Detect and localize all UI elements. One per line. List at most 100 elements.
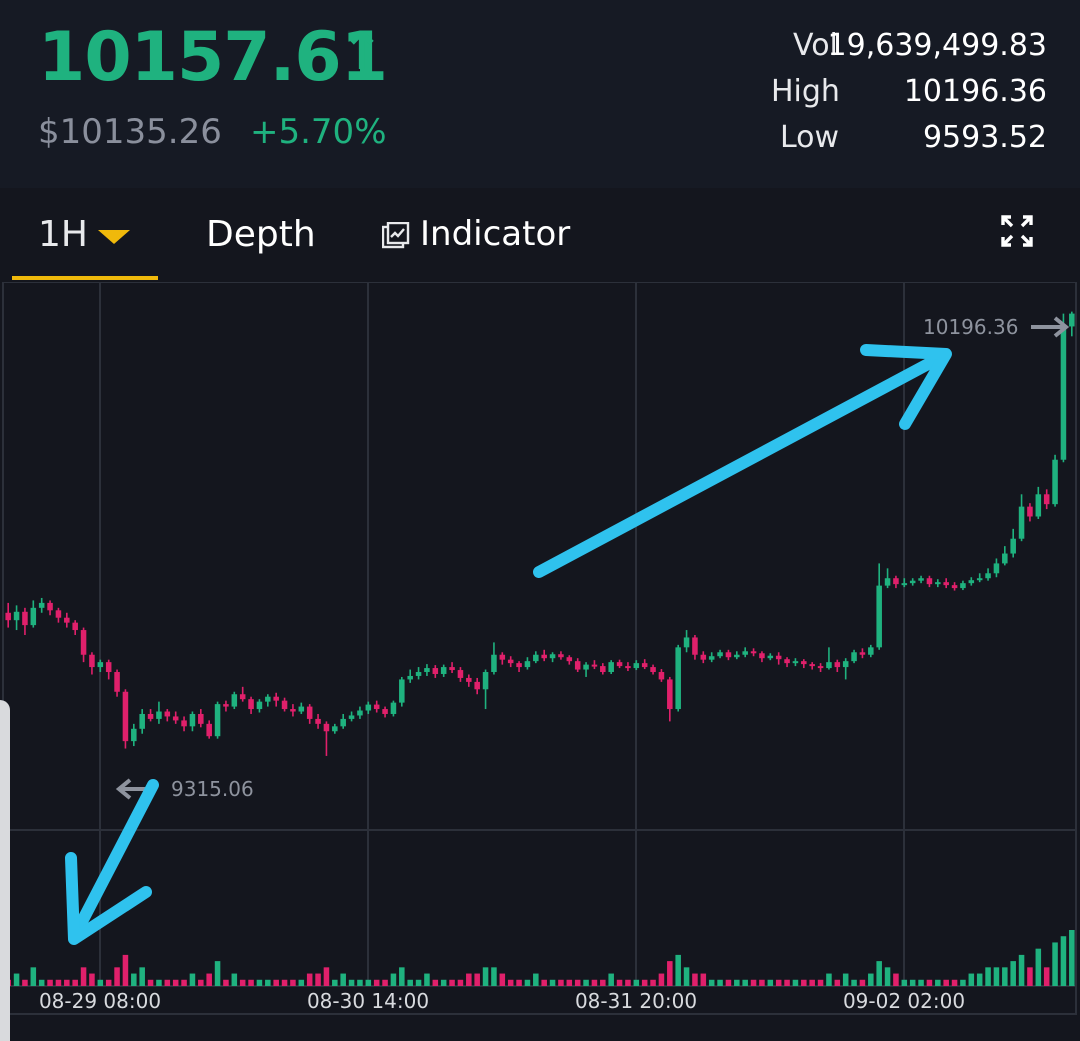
volume-bar (22, 979, 28, 986)
x-tick-label: 09-02 02:00 (843, 989, 965, 1013)
volume-bar (38, 979, 45, 986)
volume-bar (340, 973, 346, 986)
max-marker-arrow-icon (1031, 316, 1070, 338)
candle-body (524, 661, 531, 668)
volume-bar (13, 973, 20, 986)
volume-bar (256, 979, 263, 986)
candle-body (868, 647, 874, 655)
candle-body (566, 657, 573, 662)
volume-bar (214, 961, 221, 986)
high-label: High (771, 74, 840, 109)
candle-body (415, 672, 422, 676)
volume-bar (449, 979, 455, 986)
high-value: 10196.36 (903, 74, 1047, 109)
volume-bar (583, 979, 589, 986)
volume-bar (105, 979, 112, 986)
volume-bar (834, 979, 841, 986)
usd-price: $10135.26 (38, 112, 222, 152)
volume-bar (549, 979, 556, 986)
low-label: Low (780, 120, 840, 155)
volume-bar (424, 973, 430, 986)
candle-body (1027, 506, 1033, 517)
candle-body (474, 681, 480, 690)
volume-bar (114, 967, 120, 986)
volume-bar (407, 979, 413, 986)
volume-bar (591, 979, 598, 986)
volume-bar (1002, 967, 1008, 986)
candle-body (909, 580, 916, 584)
volume-bar (935, 979, 941, 986)
candle-body (365, 704, 372, 711)
candle-body (549, 654, 556, 659)
interval-selector-tab[interactable]: 1H (12, 188, 158, 282)
volume-bar (172, 979, 179, 986)
candle-body (1060, 326, 1067, 460)
candle-body (323, 723, 330, 732)
candle-body (357, 710, 363, 716)
candle-body (893, 578, 899, 585)
volume-bar (792, 979, 799, 986)
candlestick-chart[interactable]: 08-29 08:00 08-30 14:00 08-31 20:00 09-02 0… (0, 282, 1080, 1041)
volume-bar (332, 979, 338, 986)
volume-bar (675, 954, 681, 986)
volume-bar (373, 979, 380, 986)
candle-body (47, 602, 53, 611)
volume-bar (683, 967, 690, 986)
candle-body (390, 702, 397, 714)
volume-bar (600, 979, 606, 986)
depth-tab[interactable]: Depth (206, 214, 316, 255)
candle-body (842, 661, 849, 668)
volume-bar (650, 979, 656, 986)
volume-bar (968, 973, 975, 986)
volume-bar (491, 967, 497, 986)
volume-bar (667, 961, 673, 986)
volume-bar (985, 967, 991, 986)
indicator-label: Indicator (420, 214, 571, 254)
candle-body (38, 602, 45, 608)
candle-body (725, 652, 732, 658)
side-drawer-handle[interactable] (0, 700, 10, 1041)
volume-bar (281, 979, 288, 986)
volume-bar (641, 979, 648, 986)
volume-bar (633, 979, 640, 986)
candle-body (265, 696, 271, 702)
caret-down-icon (98, 230, 130, 244)
volume-bar (1069, 930, 1075, 986)
volume-bar (223, 979, 229, 986)
candle-body (926, 578, 933, 585)
volume-bar (608, 973, 614, 986)
volume-bar (206, 973, 212, 986)
candle-body (80, 630, 87, 655)
volume-bar (390, 973, 397, 986)
volume-bar (348, 979, 355, 986)
candle-body (775, 655, 782, 660)
volume-bar (499, 973, 506, 986)
volume-bar (432, 979, 439, 986)
candle-body (667, 679, 673, 710)
volume-bar (298, 979, 305, 986)
candle-body (541, 654, 547, 659)
candle-body (583, 664, 589, 670)
candle-body (993, 563, 1000, 574)
candle-body (507, 659, 514, 664)
candle-body (625, 666, 631, 669)
volume-bar (533, 973, 539, 986)
candle-body (131, 728, 137, 742)
candle-body (114, 672, 120, 692)
fullscreen-expand-icon[interactable] (1000, 214, 1034, 248)
candle-body (164, 711, 171, 717)
low-value: 9593.52 (922, 120, 1047, 155)
candle-body (935, 582, 941, 585)
volume-bar (239, 979, 246, 986)
volume-bar (616, 979, 623, 986)
candle-body (759, 653, 765, 659)
candle-body (5, 612, 11, 621)
candle-body (13, 611, 20, 621)
volume-bar (775, 979, 782, 986)
vol-label: Vol (793, 28, 838, 63)
volume-bar (658, 973, 665, 986)
candle-body (466, 677, 472, 682)
candle-body (348, 715, 355, 719)
candle-body (742, 651, 748, 655)
volume-bar (248, 979, 254, 986)
